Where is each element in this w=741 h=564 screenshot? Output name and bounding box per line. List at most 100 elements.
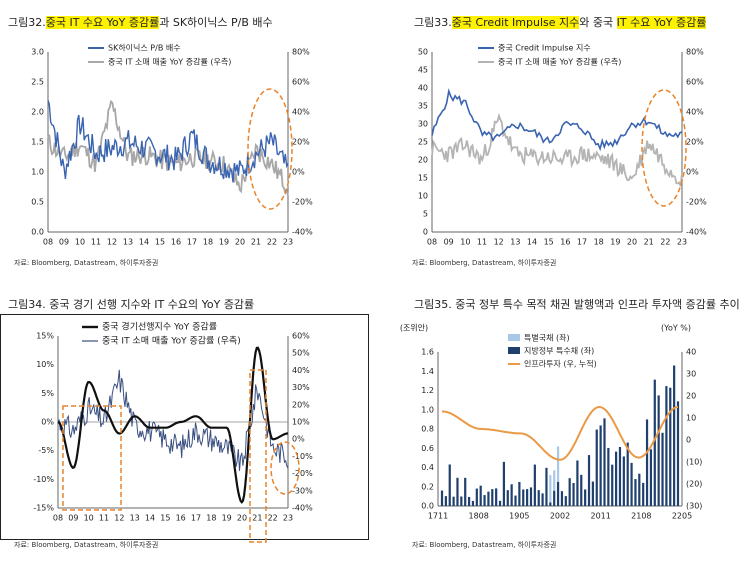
bar-local-gov-special-bond: [661, 432, 664, 506]
chart-34: -15% -10% -5% 0% 5% 10% 15% -40% -30% -20% -10% 0% 1…: [0, 314, 369, 543]
x-tick-label: 2108: [631, 512, 651, 521]
title-mid: 와 중국: [579, 16, 614, 29]
x-tick-label: 11: [91, 238, 101, 247]
bar-local-gov-special-bond: [599, 425, 602, 506]
bar-local-gov-special-bond: [645, 419, 649, 506]
bar-local-gov-special-bond: [526, 489, 529, 506]
y-left-tick-label: -5%: [38, 446, 54, 455]
highlight-ellipse: [641, 89, 687, 207]
y-left-tick-label: 10: [418, 192, 428, 201]
bar-local-gov-special-bond: [491, 489, 494, 506]
x-tick-label: 19: [610, 238, 620, 247]
bar-local-gov-special-bond: [584, 489, 587, 506]
y-left-tick-label: 0.8: [421, 425, 434, 434]
bar-local-gov-special-bond: [576, 460, 579, 506]
x-tick-label: 19: [222, 514, 232, 523]
panel-32: 그림32.중국 IT 수요 YoY 증감률과 SK하이닉스 P/B 배수 0.0…: [0, 0, 370, 282]
bar-local-gov-special-bond: [642, 482, 645, 506]
bar-local-gov-special-bond: [669, 387, 672, 506]
highlight-box: [62, 405, 122, 511]
y-left-tick-label: 1.0: [31, 168, 44, 177]
y-right-tick-label: (10): [686, 458, 702, 467]
bar-local-gov-special-bond: [657, 395, 660, 506]
x-tick-label: 1905: [509, 512, 529, 521]
y-left-tick-label: 0.0: [31, 228, 44, 237]
y-right-tick-label: 40: [686, 348, 696, 357]
y-left-tick-label: 45: [418, 66, 428, 75]
x-tick-label: 20: [627, 238, 637, 247]
x-tick-label: 10: [75, 238, 85, 247]
panel-33: 그림33.중국 Credit Impulse 지수와 중국 IT 수요 YoY …: [370, 0, 741, 282]
bar-local-gov-special-bond: [626, 442, 629, 506]
y-right-tick-label: 20: [686, 392, 696, 401]
bar-local-gov-special-bond: [487, 491, 490, 506]
y-right-tick-label: -40%: [686, 228, 707, 237]
bar-local-gov-special-bond: [467, 496, 471, 506]
x-tick-label: 21: [252, 514, 262, 523]
bar-local-gov-special-bond: [495, 488, 498, 506]
panel-35-source: 자료: Bloomberg, Datastream, 하이투자증권: [412, 541, 557, 549]
legend-label: 지방정부 특수채 (좌): [524, 346, 594, 356]
bar-special-treasury-bond: [549, 475, 552, 503]
legend-swatch: [508, 347, 520, 354]
y-left-tick-label: 0.6: [421, 444, 434, 453]
bar-local-gov-special-bond: [529, 487, 533, 506]
y-right-tick-label: -20%: [292, 469, 313, 478]
x-tick-label: 17: [187, 238, 197, 247]
bar-local-gov-special-bond: [541, 493, 544, 506]
bar-local-gov-special-bond: [607, 447, 610, 506]
y-right-tick-label: 40%: [292, 366, 310, 375]
bar-local-gov-special-bond: [630, 462, 633, 506]
y-right-tick-label: -10%: [292, 452, 313, 461]
series-infra-investment-line: [441, 405, 679, 461]
legend-label: 인프라투자 (우, 누적): [524, 359, 597, 369]
bar-local-gov-special-bond: [673, 365, 676, 506]
y-left-tick-label: 0%: [41, 418, 54, 427]
x-tick-label: 23: [677, 238, 687, 247]
y-left-tick-label: 5%: [41, 389, 54, 398]
y-right-tick-label: -40%: [292, 504, 313, 513]
y-left-tick-label: 50: [418, 48, 428, 57]
x-tick-label: 2205: [672, 512, 692, 521]
y-left-tick-label: -15%: [33, 504, 54, 513]
bar-local-gov-special-bond: [580, 474, 583, 506]
y-left-tick-label: 3.0: [31, 48, 44, 57]
y-right-tick-label: 0%: [686, 168, 699, 177]
x-tick-label: 10: [84, 514, 94, 523]
title-rest: 과 SK하이닉스 P/B 배수: [159, 16, 273, 29]
x-tick-label: 2002: [550, 512, 570, 521]
x-tick-label: 21: [644, 238, 654, 247]
y-right-tick-label: 60%: [292, 78, 310, 87]
x-tick-label: 11: [99, 514, 109, 523]
x-tick-label: 22: [267, 238, 277, 247]
x-tick-label: 23: [283, 514, 293, 523]
y-left-tick-label: 1.5: [31, 138, 44, 147]
bar-local-gov-special-bond: [440, 490, 444, 506]
x-tick-label: 23: [283, 238, 293, 247]
x-tick-label: 12: [107, 238, 117, 247]
bar-local-gov-special-bond: [471, 500, 475, 506]
y-left-tick-label: 2.5: [31, 78, 44, 87]
bar-local-gov-special-bond: [475, 488, 478, 506]
bar-local-gov-special-bond: [444, 496, 447, 506]
bar-local-gov-special-bond: [464, 477, 467, 506]
x-tick-label: 15: [544, 238, 554, 247]
panel-32-source: 자료: Bloomberg, Datastream, 하이투자증권: [14, 259, 159, 267]
y-left-tick-label: 0.4: [421, 463, 434, 472]
x-tick-label: 21: [251, 238, 261, 247]
bar-local-gov-special-bond: [638, 473, 641, 506]
x-tick-label: 10: [460, 238, 470, 247]
panel-34-title: 그림34. 중국 경기 선행 지수와 IT 수요의 YoY 증감률: [8, 298, 255, 311]
y-right-tick-label: (20): [686, 480, 702, 489]
bar-local-gov-special-bond: [502, 461, 506, 506]
y-right-tick-label: 60%: [292, 332, 310, 341]
panel-35-title: 그림35. 중국 정부 특수 목적 채권 발행액과 인프라 투자액 증감률 추이: [414, 298, 740, 311]
x-tick-label: 12: [494, 238, 504, 247]
bar-local-gov-special-bond: [506, 490, 509, 506]
y-right-tick-label: (30): [686, 502, 702, 511]
title-highlight: 중국 Credit Impulse 지수: [451, 16, 580, 29]
bar-local-gov-special-bond: [510, 484, 513, 506]
x-tick-label: 1808: [468, 512, 488, 521]
bar-local-gov-special-bond: [611, 464, 614, 506]
chart-border: [0, 314, 369, 540]
